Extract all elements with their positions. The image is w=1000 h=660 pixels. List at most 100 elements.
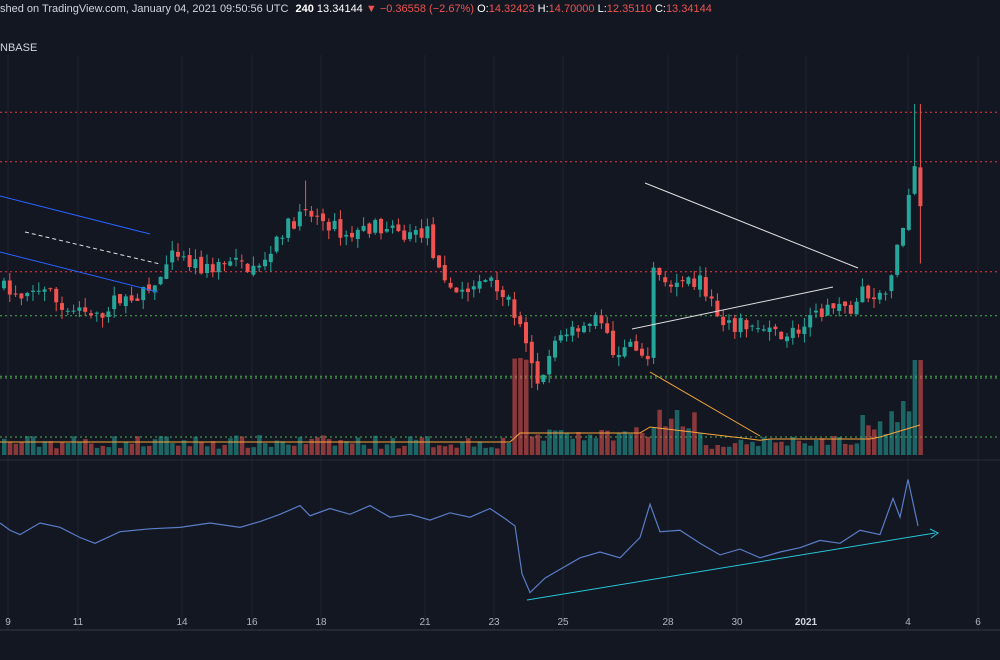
candle-body <box>814 310 818 313</box>
candle-body <box>750 325 755 327</box>
candle-body <box>239 260 244 262</box>
price-change: ▼ −0.36558 (−2.67%) <box>365 3 475 15</box>
volume-bar <box>454 447 459 455</box>
candle-body <box>71 310 76 312</box>
candle-body <box>13 293 18 295</box>
candle-body <box>744 320 749 330</box>
header-info-line: shed on TradingView.com, January 04, 202… <box>0 3 712 15</box>
volume-bar <box>332 445 338 455</box>
candle-body <box>419 228 424 238</box>
volume-bar <box>837 436 842 455</box>
candle-body <box>854 301 859 315</box>
candle-body <box>379 218 383 234</box>
candle-body <box>466 288 470 292</box>
volume-bar <box>500 437 506 455</box>
volume-bar <box>773 442 778 455</box>
candle-body <box>245 263 250 272</box>
candle-body <box>187 255 192 267</box>
volume-bar <box>645 436 651 455</box>
candle-body <box>692 278 697 287</box>
volume-bar <box>634 427 639 455</box>
volume-bar <box>158 436 164 455</box>
volume-bar <box>529 436 535 455</box>
volume-bar <box>379 448 384 455</box>
volume-bar <box>703 445 709 455</box>
volume-bar <box>83 439 88 455</box>
candle-body <box>761 329 766 331</box>
volume-bar <box>170 443 175 455</box>
volume-bar <box>767 439 773 455</box>
candle-body <box>912 166 917 194</box>
candle-body <box>390 225 395 228</box>
candle-body <box>512 299 517 318</box>
x-tick-label: 11 <box>73 617 84 628</box>
volume-bar <box>199 442 204 455</box>
candle-body <box>454 287 459 293</box>
candle-body <box>564 334 569 337</box>
candle-body <box>60 303 64 310</box>
channel-upper-line <box>0 195 151 235</box>
candle-body <box>129 295 134 301</box>
volume-bar <box>297 437 303 455</box>
ohlc-close-value: 13.34144 <box>665 3 712 15</box>
candle-body <box>848 304 853 314</box>
rsi-panel <box>0 479 939 601</box>
volume-bar <box>19 442 24 455</box>
volume-bar <box>48 441 53 455</box>
volume-bar <box>437 445 442 455</box>
volume-bar <box>280 441 285 455</box>
candle-body <box>286 218 291 238</box>
candle-body <box>831 303 836 309</box>
candle-body <box>350 232 354 238</box>
volume-bar <box>587 434 593 455</box>
ohlc-high-value: 14.70000 <box>548 3 595 15</box>
candle-body <box>384 229 389 232</box>
x-tick-label: 21 <box>419 617 431 628</box>
ohlc-open-value: 14.32423 <box>488 3 535 15</box>
volume-bar <box>390 438 396 455</box>
candle-body <box>332 220 337 230</box>
candle-body <box>25 292 30 297</box>
volume-bar <box>866 425 871 455</box>
volume-bar <box>535 434 541 455</box>
volume-bar <box>193 436 198 455</box>
channel-lower-line <box>0 251 159 293</box>
candle-body <box>524 322 528 344</box>
x-tick-label: 2021 <box>795 617 818 628</box>
volume-bar <box>877 421 883 455</box>
candle-body <box>715 300 720 317</box>
x-tick-label: 4 <box>905 617 911 628</box>
volume-bar <box>553 430 558 455</box>
volume-bar <box>738 439 744 455</box>
candle-body <box>367 223 372 234</box>
volume-bar <box>506 443 512 455</box>
candle-body <box>872 297 876 300</box>
volume-bar <box>361 444 367 455</box>
volume-bar <box>819 438 825 455</box>
volume-bar <box>315 437 320 455</box>
candle-body <box>843 301 847 307</box>
ohlc-open-label: O: <box>477 3 489 15</box>
volume-trendline <box>649 371 761 437</box>
candle-body <box>251 265 256 275</box>
candle-body <box>263 259 267 267</box>
volume-bar <box>176 445 181 455</box>
candle-body <box>657 267 662 275</box>
candle-body <box>634 341 639 351</box>
candle-body <box>193 259 198 269</box>
volume-bar <box>721 446 726 455</box>
candle-body <box>576 328 581 332</box>
candle-body <box>292 221 296 229</box>
volume-bar <box>895 422 900 455</box>
volume-bar <box>460 441 465 455</box>
volume-bar <box>547 429 552 455</box>
volume-bar <box>744 444 749 455</box>
volume-bar <box>396 448 401 455</box>
candle-body <box>152 285 157 293</box>
volume-bar <box>564 433 570 455</box>
volume-bar <box>790 436 796 455</box>
grid <box>0 55 1000 631</box>
volume-bar <box>413 439 419 455</box>
volume-bar <box>292 445 297 455</box>
